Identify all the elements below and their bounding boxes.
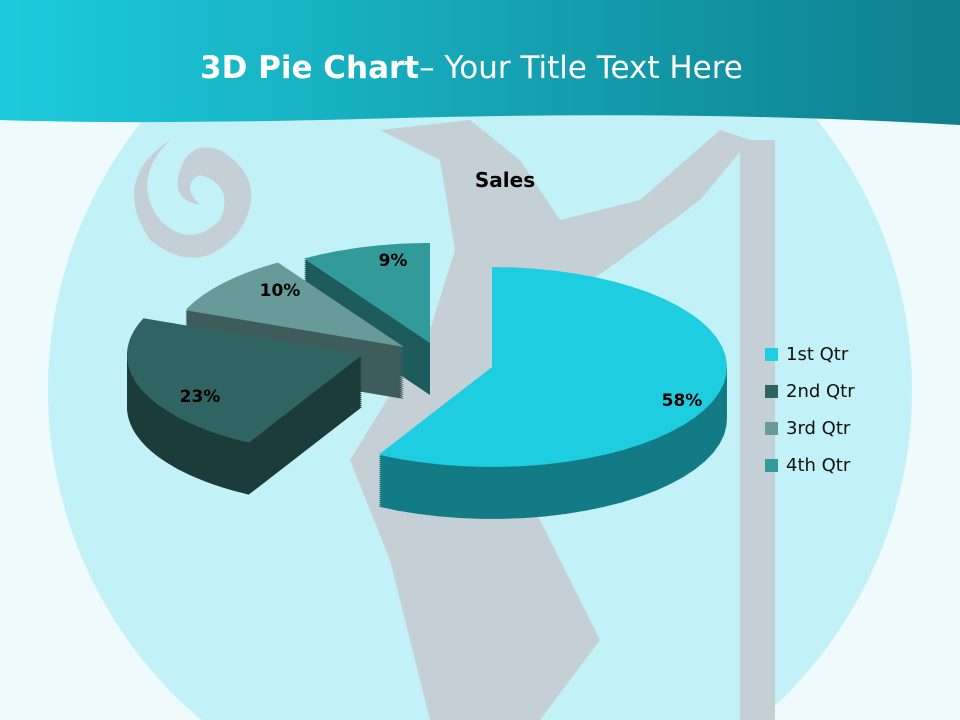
legend-item: 3rd Qtr: [765, 410, 855, 447]
legend-swatch: [765, 459, 778, 472]
data-label: 9%: [379, 251, 408, 271]
legend-item: 2nd Qtr: [765, 373, 855, 410]
legend-item: 4th Qtr: [765, 447, 855, 484]
pie-slice-2: [127, 318, 362, 443]
data-label: 58%: [662, 391, 703, 411]
slide-title: 3D Pie Chart– Your Title Text Here: [200, 50, 743, 86]
legend-swatch: [765, 348, 778, 361]
chart-legend: 1st Qtr 2nd Qtr 3rd Qtr 4th Qtr: [765, 336, 855, 484]
data-label: 23%: [180, 387, 221, 407]
data-label: 10%: [260, 281, 301, 301]
header-wave: [0, 0, 960, 125]
legend-swatch: [765, 385, 778, 398]
pie-slice-4: [304, 243, 430, 343]
legend-item: 1st Qtr: [765, 336, 855, 373]
legend-swatch: [765, 422, 778, 435]
chart-title: Sales: [474, 168, 536, 192]
pie-slice-3: [185, 262, 404, 347]
slide-title-rest: – Your Title Text Here: [419, 50, 743, 86]
legend-label: 1st Qtr: [786, 344, 849, 365]
legend-label: 4th Qtr: [786, 455, 851, 476]
pie-slice-1: [378, 267, 727, 467]
legend-label: 3rd Qtr: [786, 418, 851, 439]
legend-label: 2nd Qtr: [786, 381, 855, 402]
slide-title-bold: 3D Pie Chart: [200, 50, 420, 86]
